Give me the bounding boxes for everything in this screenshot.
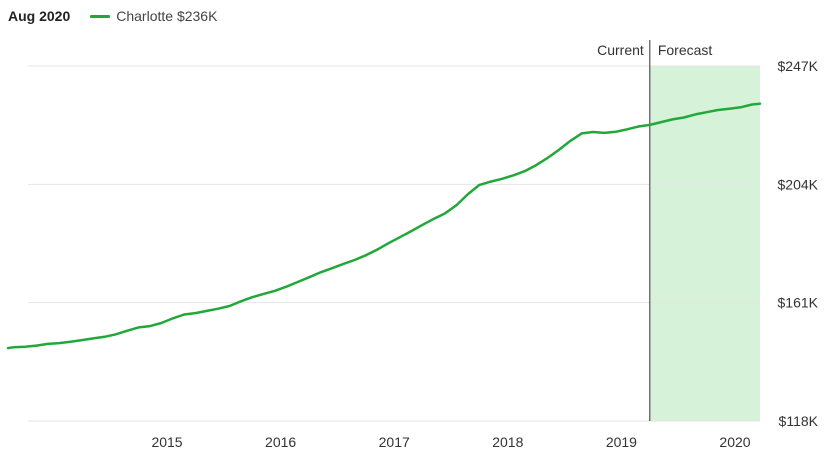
legend[interactable]: Charlotte $236K bbox=[90, 8, 217, 24]
forecast-label: Forecast bbox=[658, 42, 713, 58]
y-tick-label: $247K bbox=[778, 58, 819, 74]
grid-lines bbox=[28, 65, 760, 422]
date-label: Aug 2020 bbox=[8, 8, 71, 24]
x-tick-label: 2015 bbox=[151, 434, 182, 450]
y-tick-label: $204K bbox=[778, 176, 819, 192]
x-tick-label: 2018 bbox=[492, 434, 523, 450]
y-axis-ticks: $118K $161K $204K $247K bbox=[778, 58, 819, 429]
series-line bbox=[6, 102, 762, 350]
legend-label: Charlotte $236K bbox=[116, 8, 218, 24]
legend-swatch bbox=[90, 14, 111, 18]
x-tick-label: 2020 bbox=[719, 434, 750, 450]
series-group bbox=[6, 102, 762, 350]
x-axis-ticks: 2015 2016 2017 2018 2019 2020 bbox=[151, 434, 750, 450]
forecast-region bbox=[649, 66, 760, 421]
current-label: Current bbox=[597, 42, 644, 58]
x-tick-label: 2017 bbox=[379, 434, 410, 450]
y-tick-label: $118K bbox=[779, 413, 819, 429]
x-tick-label: 2019 bbox=[606, 434, 637, 450]
chart-header: Aug 2020 Charlotte $236K bbox=[8, 4, 217, 28]
x-tick-label: 2016 bbox=[265, 434, 296, 450]
y-tick-label: $161K bbox=[778, 295, 819, 311]
